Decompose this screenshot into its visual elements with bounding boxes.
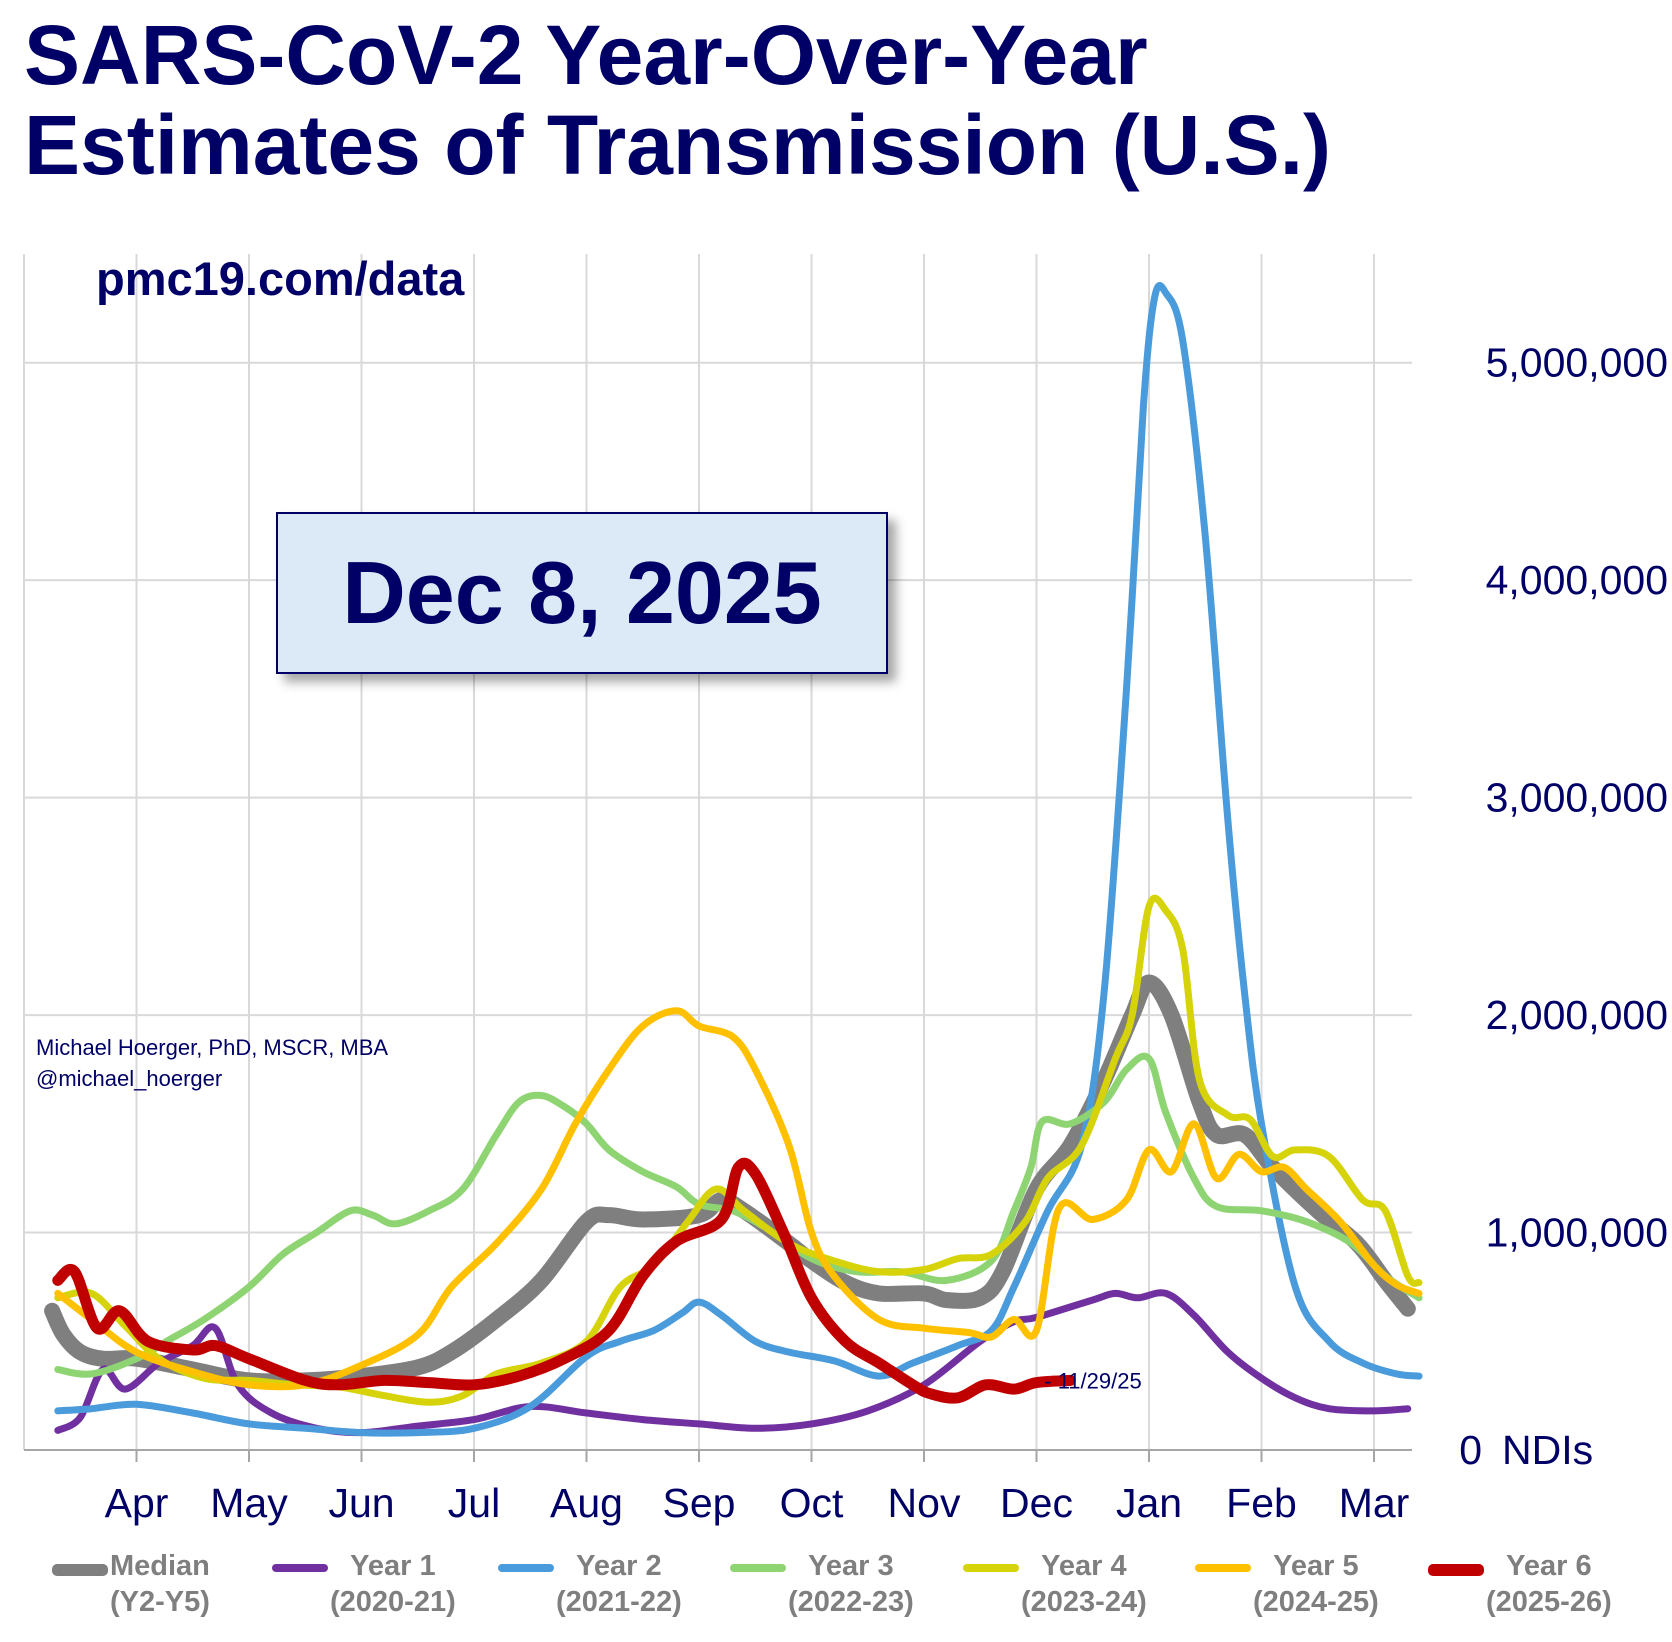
horizontal-gridlines <box>24 361 1412 1234</box>
legend-series-name: Year 1 <box>350 1550 436 1582</box>
legend-item-year-1: Year 1 (2020-21) <box>272 1548 456 1620</box>
chart-title-line-2: Estimates of Transmission (U.S.) <box>24 98 1332 192</box>
legend-label: Year 2 (2021-22) <box>556 1548 682 1620</box>
x-tick-label-aug: Aug <box>550 1480 623 1526</box>
y-tick-label-2000000: 2,000,000 <box>1486 992 1668 1038</box>
legend: Median (Y2-Y5) Year 1 (2020-21) Year 2 (2021-… <box>0 1548 1672 1642</box>
x-tick-labels: Apr May Jun Jul Aug Sep Oct Nov Dec Jan Feb Mar <box>105 1450 1410 1526</box>
legend-series-name: Year 4 <box>1041 1550 1127 1582</box>
legend-swatch <box>1428 1564 1484 1576</box>
legend-label: Year 5 (2024-25) <box>1253 1548 1379 1620</box>
y-tick-label-3000000: 3,000,000 <box>1486 775 1668 821</box>
y-unit-label: NDIs <box>1502 1427 1593 1473</box>
legend-series-name: Median <box>110 1550 210 1582</box>
y-tick-label-0: 0 <box>1459 1427 1482 1473</box>
legend-series-name: Year 6 <box>1506 1550 1592 1582</box>
date-box: Dec 8, 2025 <box>276 512 888 674</box>
legend-series-subtitle: (2022-23) <box>788 1586 914 1618</box>
x-tick-label-apr: Apr <box>105 1480 169 1526</box>
legend-series-subtitle: (2023-24) <box>1021 1586 1147 1618</box>
legend-swatch <box>52 1564 108 1576</box>
legend-label: Year 4 (2023-24) <box>1021 1548 1147 1620</box>
x-tick-label-dec: Dec <box>1000 1480 1073 1526</box>
series-line-year-5 <box>54 1007 1423 1391</box>
legend-label: Year 1 (2020-21) <box>330 1548 456 1620</box>
legend-series-name: Year 2 <box>576 1550 662 1582</box>
x-tick-label-jul: Jul <box>448 1480 500 1526</box>
x-tick-label-oct: Oct <box>780 1480 844 1526</box>
series-line-year-3 <box>54 1052 1423 1378</box>
legend-swatch <box>498 1564 554 1572</box>
vertical-gridlines <box>23 254 1375 1450</box>
legend-item-year-2: Year 2 (2021-22) <box>498 1548 682 1620</box>
x-tick-label-jun: Jun <box>328 1480 394 1526</box>
series-lines <box>44 282 1423 1437</box>
legend-series-subtitle: (2020-21) <box>330 1586 456 1618</box>
legend-label: Median (Y2-Y5) <box>110 1548 210 1620</box>
legend-item-year-5: Year 5 (2024-25) <box>1195 1548 1379 1620</box>
legend-series-subtitle: (2024-25) <box>1253 1586 1379 1618</box>
x-tick-label-mar: Mar <box>1339 1480 1410 1526</box>
legend-label: Year 6 (2025-26) <box>1486 1548 1612 1620</box>
legend-series-subtitle: (Y2-Y5) <box>110 1586 210 1618</box>
y-tick-label-5000000: 5,000,000 <box>1486 340 1668 386</box>
x-tick-label-nov: Nov <box>888 1480 961 1526</box>
series-line-year-1 <box>54 1289 1412 1437</box>
legend-swatch <box>272 1564 328 1572</box>
y-tick-label-4000000: 4,000,000 <box>1486 557 1668 603</box>
chart-title-line-1: SARS-CoV-2 Year-Over-Year <box>24 8 1148 102</box>
last-data-annotation: - 11/29/25 <box>1044 1368 1141 1393</box>
legend-item-median: Median (Y2-Y5) <box>52 1548 210 1620</box>
source-url: pmc19.com/data <box>96 252 465 305</box>
x-tick-label-sep: Sep <box>663 1480 736 1526</box>
series-line-year-6 <box>52 1157 1076 1404</box>
legend-series-subtitle: (2025-26) <box>1486 1586 1612 1618</box>
y-tick-label-1000000: 1,000,000 <box>1486 1210 1668 1256</box>
legend-series-subtitle: (2021-22) <box>556 1586 682 1618</box>
series-line-year-2 <box>54 282 1423 1437</box>
y-tick-labels: 0 1,000,000 2,000,000 3,000,000 4,000,000 5,0… <box>1459 340 1668 1473</box>
legend-swatch <box>730 1564 786 1572</box>
x-tick-label-may: May <box>210 1480 288 1526</box>
legend-item-year-4: Year 4 (2023-24) <box>963 1548 1147 1620</box>
legend-item-year-6: Year 6 (2025-26) <box>1428 1548 1612 1620</box>
x-tick-label-jan: Jan <box>1116 1480 1182 1526</box>
author-handle: @michael_hoerger <box>36 1066 222 1091</box>
legend-swatch <box>963 1564 1019 1572</box>
legend-series-name: Year 3 <box>808 1550 894 1582</box>
legend-label: Year 3 (2022-23) <box>788 1548 914 1620</box>
legend-item-year-3: Year 3 (2022-23) <box>730 1548 914 1620</box>
author-name: Michael Hoerger, PhD, MSCR, MBA <box>36 1035 388 1060</box>
legend-swatch <box>1195 1564 1251 1572</box>
chart-title: SARS-CoV-2 Year-Over-Year Estimates of T… <box>24 10 1331 190</box>
x-tick-label-feb: Feb <box>1226 1480 1297 1526</box>
legend-series-name: Year 5 <box>1273 1550 1359 1582</box>
